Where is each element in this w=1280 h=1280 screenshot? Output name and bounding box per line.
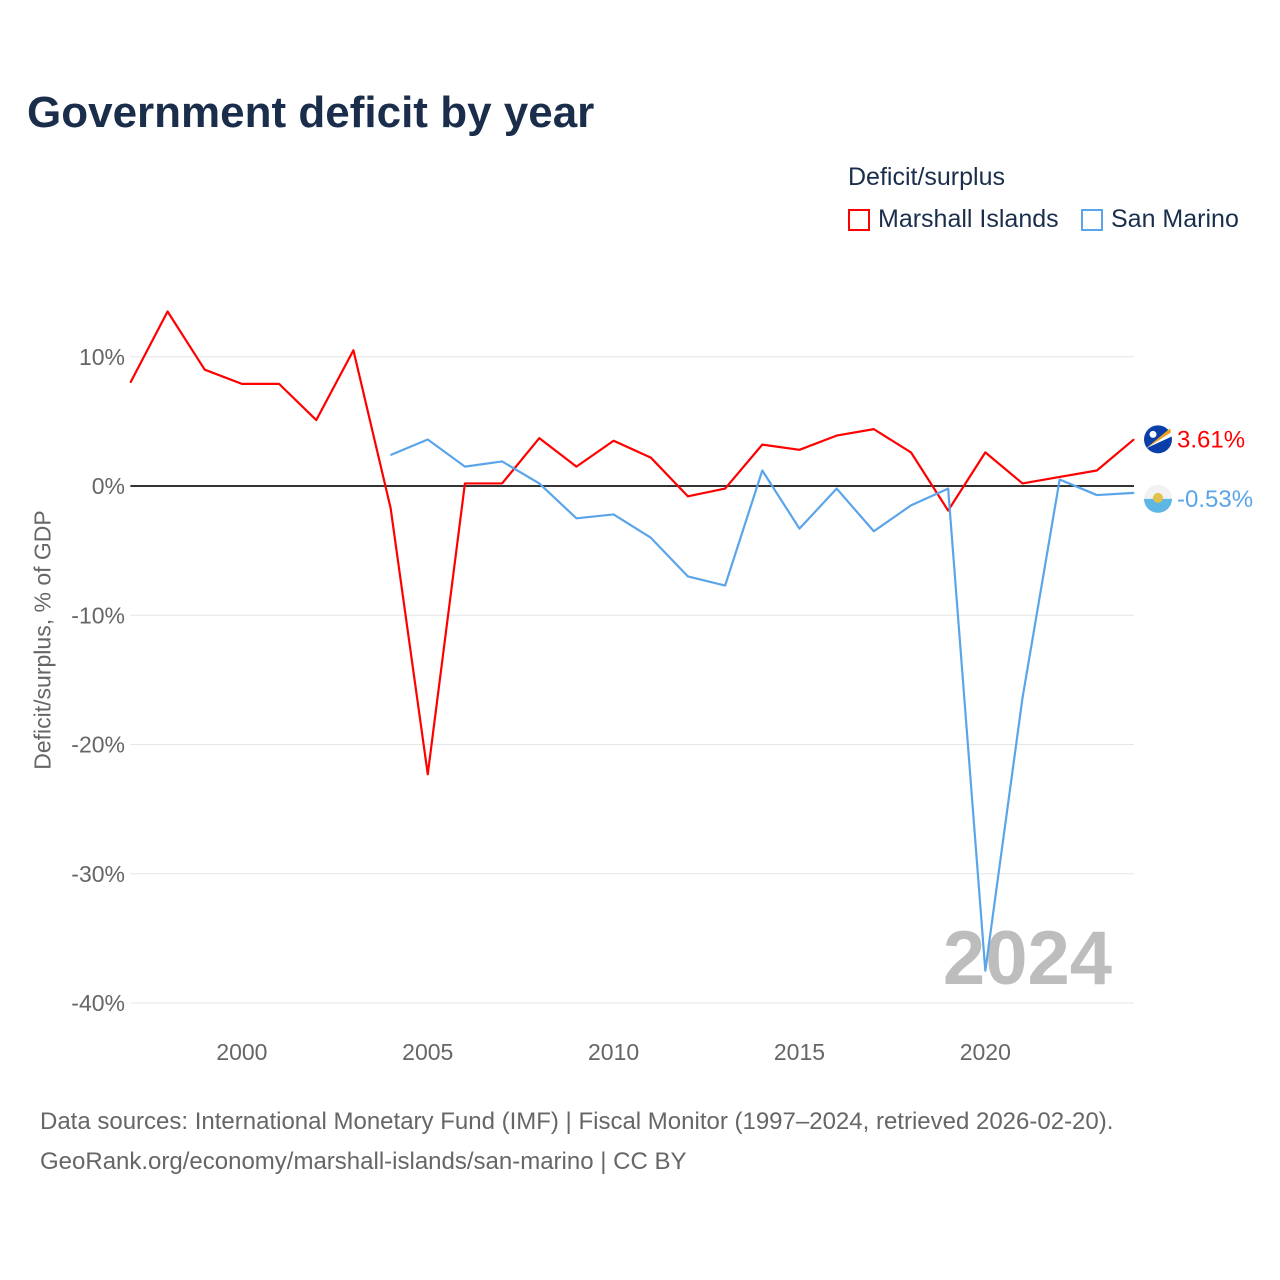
source-url[interactable]: GeoRank.org/economy/marshall-islands/san… bbox=[40, 1148, 687, 1175]
flag-half bbox=[1144, 498, 1172, 513]
y-tick-label: -30% bbox=[71, 861, 125, 887]
data-point bbox=[873, 530, 875, 532]
data-point bbox=[1133, 492, 1135, 494]
data-point bbox=[687, 575, 689, 577]
data-point bbox=[650, 457, 652, 459]
legend-swatch bbox=[848, 208, 870, 231]
chart-title: Government deficit by year bbox=[27, 88, 595, 137]
data-point bbox=[650, 537, 652, 539]
data-point bbox=[464, 482, 466, 484]
data-point bbox=[1059, 479, 1061, 481]
data-point bbox=[836, 488, 838, 490]
data-point bbox=[798, 449, 800, 451]
data-point bbox=[1021, 697, 1023, 699]
data-point bbox=[464, 466, 466, 468]
data-point bbox=[613, 513, 615, 515]
series-line-marshall-islands bbox=[129, 310, 1135, 776]
data-point bbox=[613, 440, 615, 442]
data-point bbox=[427, 438, 429, 440]
data-point bbox=[538, 482, 540, 484]
data-point bbox=[204, 369, 206, 371]
flag-stripe bbox=[1146, 432, 1172, 449]
data-point bbox=[1096, 494, 1098, 496]
data-point bbox=[910, 504, 912, 506]
data-point bbox=[1059, 476, 1061, 478]
y-tick-label: 0% bbox=[92, 473, 125, 499]
data-point bbox=[167, 311, 169, 313]
data-point bbox=[352, 349, 354, 351]
x-tick-label: 2020 bbox=[960, 1039, 1011, 1065]
data-point bbox=[390, 454, 392, 456]
flag-emblem bbox=[1153, 492, 1163, 503]
data-point bbox=[315, 419, 317, 421]
data-point bbox=[910, 451, 912, 453]
data-point bbox=[1133, 438, 1135, 440]
x-tick-label: 2010 bbox=[588, 1039, 639, 1065]
data-point bbox=[575, 466, 577, 468]
y-tick-label: -40% bbox=[71, 990, 125, 1016]
data-point bbox=[501, 482, 503, 484]
data-point bbox=[761, 469, 763, 471]
legend-label: San Marino bbox=[1111, 205, 1239, 233]
data-point bbox=[129, 382, 131, 384]
end-value-label: 3.61% bbox=[1177, 426, 1245, 453]
legend-item-marshall-islands[interactable]: Marshall Islands bbox=[848, 205, 1059, 234]
year-watermark: 2024 bbox=[943, 916, 1112, 1001]
data-point bbox=[873, 428, 875, 430]
end-value-label: -0.53% bbox=[1177, 486, 1253, 513]
data-point bbox=[687, 495, 689, 497]
data-point bbox=[1021, 482, 1023, 484]
data-point bbox=[947, 510, 949, 512]
y-tick-label: -10% bbox=[71, 602, 125, 628]
data-point bbox=[724, 488, 726, 490]
data-point bbox=[984, 970, 986, 972]
y-tick-label: -20% bbox=[71, 732, 125, 758]
data-point bbox=[1096, 469, 1098, 471]
legend-title: Deficit/surplus bbox=[848, 163, 1005, 191]
data-point bbox=[390, 507, 392, 509]
data-point bbox=[984, 451, 986, 453]
flag-star bbox=[1149, 430, 1157, 438]
flag-stripe bbox=[1146, 428, 1171, 449]
data-point bbox=[947, 488, 949, 490]
x-tick-label: 2000 bbox=[216, 1039, 267, 1065]
x-tick-label: 2015 bbox=[774, 1039, 825, 1065]
data-point bbox=[427, 773, 429, 775]
data-point bbox=[761, 444, 763, 446]
x-tick-label: 2005 bbox=[402, 1039, 453, 1065]
data-point bbox=[241, 383, 243, 385]
source-text: Data sources: International Monetary Fun… bbox=[40, 1108, 1114, 1135]
data-point bbox=[836, 435, 838, 437]
legend-swatch bbox=[1081, 208, 1103, 231]
legend-label: Marshall Islands bbox=[878, 205, 1059, 233]
data-point bbox=[501, 460, 503, 462]
data-point bbox=[538, 437, 540, 439]
data-point bbox=[724, 585, 726, 587]
data-point bbox=[575, 517, 577, 519]
data-point bbox=[278, 383, 280, 385]
legend-item-san-marino[interactable]: San Marino bbox=[1081, 205, 1239, 234]
y-tick-label: 10% bbox=[79, 344, 125, 370]
data-point bbox=[798, 528, 800, 530]
series-line-san-marino bbox=[390, 438, 1135, 972]
